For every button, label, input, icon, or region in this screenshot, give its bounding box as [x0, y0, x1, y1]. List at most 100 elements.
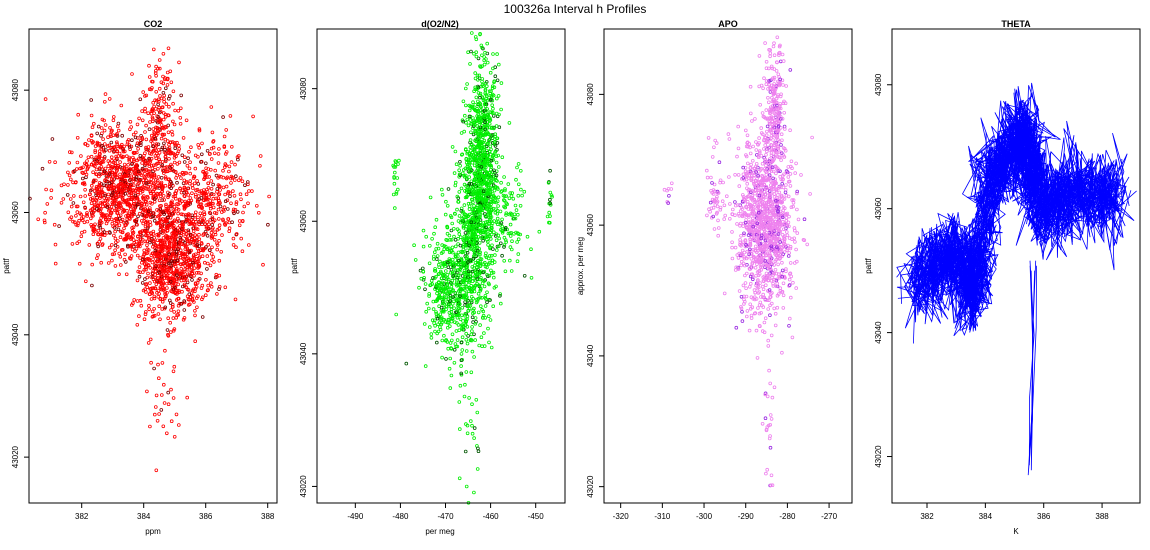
co2-data-point — [120, 142, 124, 147]
co2-x-tick-label: 382 — [75, 512, 89, 521]
co2-data-point — [65, 193, 70, 197]
co2-data-point — [155, 179, 160, 183]
co2-data-point — [50, 137, 55, 141]
co2-data-point — [126, 163, 130, 167]
co2-data-point — [109, 140, 114, 145]
co2-data-point — [128, 127, 132, 132]
co2-data-point — [134, 175, 139, 179]
co2-data-point — [139, 141, 143, 145]
co2-data-point — [118, 254, 123, 259]
co2-data-point — [90, 262, 94, 267]
co2-data-point — [99, 194, 103, 199]
co2-data-point — [99, 260, 103, 265]
co2-data-point — [131, 179, 136, 183]
co2-x-tick-label: 388 — [261, 512, 275, 521]
co2-data-point — [87, 243, 92, 247]
co2-data-point — [136, 214, 140, 219]
co2-data-point — [136, 200, 141, 205]
co2-y-tick-label: 43060 — [11, 201, 20, 224]
co2-data-point — [113, 229, 117, 234]
co2-data-point — [147, 303, 151, 308]
co2-data-point — [118, 160, 122, 164]
co2-data-point — [137, 116, 141, 121]
co2-data-point — [78, 194, 83, 199]
co2-data-point — [118, 235, 123, 240]
co2-data-point — [105, 213, 109, 217]
o2n2-x-tick-label: -480 — [392, 512, 409, 521]
co2-data-point — [120, 133, 124, 138]
co2-data-point — [93, 148, 97, 153]
apo-title: APO — [718, 19, 738, 29]
co2-data-point — [93, 150, 97, 155]
o2n2-y-tick-label: 43020 — [299, 475, 308, 498]
co2-data-point — [97, 142, 102, 146]
co2-data-point — [91, 170, 95, 175]
co2-x-label: ppm — [145, 527, 161, 536]
co2-data-point — [66, 210, 71, 215]
co2-data-point — [75, 136, 80, 140]
co2-data-point — [173, 146, 178, 151]
co2-data-point — [131, 150, 136, 155]
co2-data-point — [90, 283, 94, 288]
co2-data-point — [182, 160, 187, 164]
co2-data-point — [77, 218, 81, 223]
co2-data-point — [89, 134, 94, 138]
o2n2-x-tick-label: -490 — [347, 512, 364, 521]
co2-data-point — [144, 181, 149, 186]
co2-data-point — [103, 192, 107, 196]
co2-data-point — [95, 131, 99, 136]
co2-data-point — [131, 225, 136, 230]
co2-data-point — [135, 136, 140, 140]
co2-data-point — [129, 144, 134, 149]
co2-data-point — [98, 237, 103, 241]
co2-data-point — [84, 279, 88, 284]
co2-data-point — [131, 132, 136, 137]
o2n2-x-tick-label: -450 — [528, 512, 545, 521]
co2-y-tick-label: 43040 — [11, 323, 20, 346]
co2-data-point — [135, 150, 139, 155]
co2-data-point — [107, 245, 112, 250]
o2n2-x-tick-label: -460 — [483, 512, 500, 521]
co2-data-point — [111, 118, 116, 123]
co2-data-point — [87, 138, 91, 142]
co2-data-point — [96, 124, 101, 129]
co2-data-point — [108, 126, 112, 130]
o2n2-y-tick-label: 43040 — [299, 342, 308, 365]
co2-data-point — [119, 263, 123, 267]
co2-data-point — [91, 232, 96, 237]
co2-data-point — [117, 223, 122, 228]
co2-data-point — [109, 155, 114, 160]
co2-data-point — [175, 180, 179, 185]
co2-data-point — [103, 142, 107, 146]
co2-data-point — [128, 120, 133, 124]
co2-data-point — [106, 197, 111, 201]
co2-data-point — [85, 159, 89, 163]
co2-data-point — [90, 125, 95, 129]
o2n2-title: d(O2/N2) — [421, 19, 459, 29]
co2-data-point — [77, 261, 82, 266]
co2-data-point — [112, 233, 116, 238]
co2-data-point — [145, 194, 150, 199]
co2-data-point — [99, 126, 104, 130]
co2-data-point — [110, 128, 114, 133]
co2-y-tick-label: 43020 — [11, 445, 20, 468]
co2-data-point — [132, 298, 137, 302]
co2-data-point — [119, 154, 124, 159]
co2-y-label: pattf — [2, 257, 11, 273]
co2-data-point — [71, 219, 75, 224]
co2-data-point — [68, 150, 72, 154]
o2n2-y-tick-label: 43060 — [299, 210, 308, 233]
co2-panel: CO2 ppm pattf 382 384 386 38843020430404306… — [2, 19, 278, 536]
o2n2-x-label: per meg — [425, 527, 454, 536]
co2-data-point — [112, 252, 117, 256]
co2-data-point — [123, 252, 127, 257]
co2-data-point — [167, 157, 171, 161]
co2-data-point — [69, 204, 74, 209]
co2-data-point — [180, 153, 185, 158]
co2-data-point — [116, 128, 121, 133]
o2n2-y-label: pattf — [290, 257, 299, 273]
co2-data-point — [110, 243, 114, 247]
co2-data-point — [96, 228, 101, 233]
co2-data-point — [145, 239, 150, 244]
